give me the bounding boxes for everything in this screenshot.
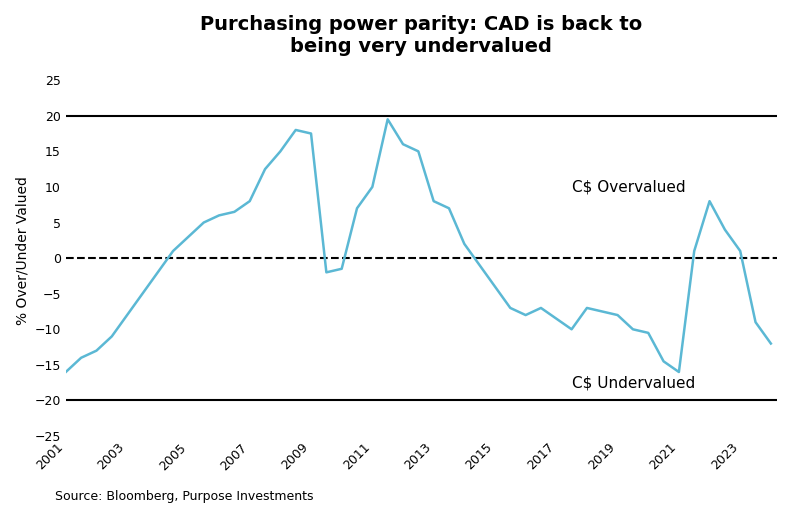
Title: Purchasing power parity: CAD is back to
being very undervalued: Purchasing power parity: CAD is back to … [200,15,642,56]
Text: Source: Bloomberg, Purpose Investments: Source: Bloomberg, Purpose Investments [55,490,314,503]
Y-axis label: % Over/Under Valued: % Over/Under Valued [15,177,29,326]
Text: C$ Undervalued: C$ Undervalued [572,375,695,390]
Text: C$ Overvalued: C$ Overvalued [572,179,685,195]
